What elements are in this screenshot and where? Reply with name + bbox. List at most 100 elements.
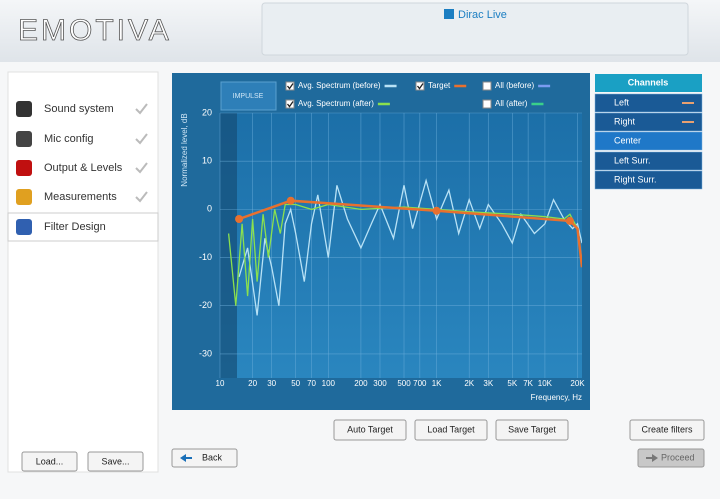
back-button[interactable] <box>171 448 238 468</box>
step-icon <box>16 101 32 117</box>
channel-item[interactable] <box>594 170 703 190</box>
series-line <box>238 178 582 316</box>
excluded-band <box>220 113 237 378</box>
legend-check <box>286 83 294 90</box>
channels-header <box>595 74 702 92</box>
button-label: Auto Target <box>347 424 393 434</box>
button[interactable] <box>414 419 488 441</box>
y-tick-label: -30 <box>199 348 212 358</box>
y-tick-label: 20 <box>202 107 212 117</box>
button-label: Proceed <box>661 452 695 462</box>
series-line <box>238 199 582 268</box>
channel-item[interactable] <box>594 131 703 151</box>
legend-label: Avg. Spectrum (after) <box>298 99 374 108</box>
step-label[interactable]: Filter Design <box>44 221 106 233</box>
button-label: Create filters <box>641 424 693 434</box>
channel-item[interactable] <box>594 112 703 132</box>
plot-area <box>220 113 582 378</box>
y-tick-label: -10 <box>199 252 212 262</box>
step-check <box>135 133 148 145</box>
target-point[interactable] <box>235 215 244 223</box>
channels-title: Channels <box>628 77 669 87</box>
x-tick-label: 500 <box>397 379 411 388</box>
legend-checkbox[interactable] <box>415 81 425 91</box>
step-icon <box>16 189 32 205</box>
step-icon <box>16 219 32 235</box>
step-icon <box>16 160 32 176</box>
legend-label: Avg. Spectrum (before) <box>298 81 381 90</box>
y-tick-label: 10 <box>202 156 212 166</box>
impulse-label: IMPULSE <box>233 93 264 100</box>
button-label: Back <box>202 452 223 462</box>
legend-checkbox[interactable] <box>285 99 295 109</box>
channel-label: Right Surr. <box>614 174 657 184</box>
app-title: Dirac Live <box>458 9 507 21</box>
legend-label: All (before) <box>495 81 534 90</box>
impulse-button[interactable] <box>220 81 277 111</box>
button[interactable] <box>629 419 705 441</box>
x-tick-label: 5K <box>507 379 517 388</box>
button-label: Save... <box>101 456 129 466</box>
x-tick-label: 20K <box>570 379 585 388</box>
x-tick-label: 10K <box>538 379 553 388</box>
channel-item[interactable] <box>594 93 703 113</box>
series-line <box>227 203 582 306</box>
step-label[interactable]: Mic config <box>44 133 94 145</box>
legend-label: All (after) <box>495 99 528 108</box>
sidebar <box>7 71 159 473</box>
legend-check <box>416 83 424 90</box>
dirac-icon <box>444 9 454 19</box>
y-axis-label: Normalized level, dB <box>180 113 189 186</box>
button-label: Load... <box>36 456 64 466</box>
channel-label: Center <box>614 135 641 145</box>
button[interactable] <box>333 419 407 441</box>
step-label[interactable]: Output & Levels <box>44 162 123 174</box>
target-point[interactable] <box>432 206 441 215</box>
x-tick-label: 1K <box>432 379 442 388</box>
button[interactable] <box>495 419 569 441</box>
button-label: Load Target <box>427 424 475 434</box>
x-tick-label: 7K <box>523 379 533 388</box>
target-point[interactable] <box>565 216 574 225</box>
x-tick-label: 3K <box>483 379 493 388</box>
channel-label: Left Surr. <box>614 155 651 165</box>
x-tick-label: 30 <box>267 379 276 388</box>
button[interactable] <box>21 451 78 472</box>
step-check <box>135 162 148 174</box>
x-tick-label: 20 <box>248 379 257 388</box>
button-label: Save Target <box>508 424 556 434</box>
logo: EMOTIVA <box>18 14 172 47</box>
x-tick-label: 300 <box>373 379 387 388</box>
y-tick-label: 0 <box>207 204 212 214</box>
x-tick-label: 70 <box>307 379 316 388</box>
legend-check <box>286 101 294 108</box>
y-tick-label: -20 <box>199 300 212 310</box>
x-tick-label: 2K <box>464 379 474 388</box>
proceed-button[interactable] <box>637 448 705 468</box>
legend-checkbox[interactable] <box>285 81 295 91</box>
x-tick-label: 50 <box>291 379 300 388</box>
x-tick-label: 200 <box>354 379 368 388</box>
x-axis-label: Frequency, Hz <box>531 393 582 402</box>
back-arrow <box>180 454 192 462</box>
legend-checkbox[interactable] <box>482 99 492 109</box>
selected-step <box>7 212 159 242</box>
legend-checkbox[interactable] <box>482 81 492 91</box>
step-check <box>135 191 148 203</box>
step-label[interactable]: Sound system <box>44 103 114 115</box>
x-tick-label: 10 <box>216 379 225 388</box>
target-point[interactable] <box>286 196 295 205</box>
app-header <box>261 2 689 56</box>
x-tick-label: 100 <box>322 379 336 388</box>
channel-label: Right <box>614 116 636 126</box>
legend-label: Target <box>428 81 451 90</box>
button[interactable] <box>87 451 144 472</box>
channel-item[interactable] <box>594 151 703 171</box>
channel-label: Left <box>614 97 630 107</box>
proceed-arrow <box>646 454 658 462</box>
x-tick-label: 700 <box>413 379 427 388</box>
step-check <box>135 103 148 115</box>
step-label[interactable]: Measurements <box>44 191 117 203</box>
step-icon <box>16 131 32 147</box>
